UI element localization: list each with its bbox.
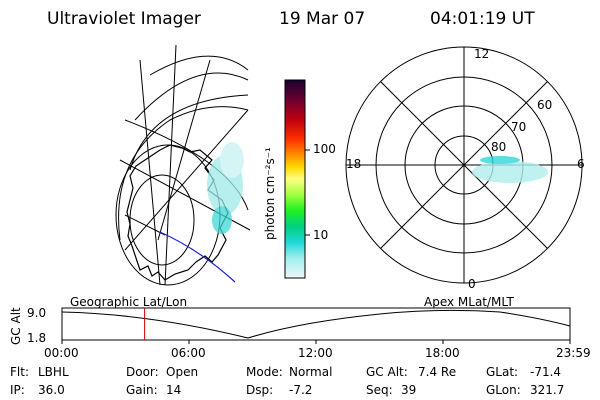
status-flt-label: Flt:	[10, 365, 29, 379]
colorbar-tick-10: 10	[313, 228, 329, 242]
observation-time: 04:01:19 UT	[430, 9, 535, 29]
timeline-xtick-1200: 12:00	[298, 346, 333, 360]
status-gcalt-label: GC Alt:	[366, 365, 408, 379]
instrument-title: Ultraviolet Imager	[47, 9, 201, 29]
timeline-xtick-0000: 00:00	[44, 346, 79, 360]
polar-label-0: 0	[468, 277, 476, 291]
polar-lat-70: 70	[511, 120, 527, 134]
timeline-xtick-1800: 18:00	[425, 346, 460, 360]
status-flt-value: LBHL	[38, 365, 69, 379]
status-seq-value: 39	[401, 383, 417, 397]
timeline-ytick-bottom: 1.8	[27, 331, 47, 345]
polar-label-18: 18	[346, 157, 362, 171]
status-seq-label: Seq:	[366, 383, 393, 397]
timeline-xtick-0600: 06:00	[171, 346, 206, 360]
colorbar-tick-100: 100	[313, 142, 336, 156]
status-ip-label: IP:	[10, 383, 25, 397]
status-glon-value: 321.7	[530, 383, 565, 397]
status-mode-value: Normal	[289, 365, 333, 379]
status-gain-value: 14	[166, 383, 182, 397]
status-glon-label: GLon:	[486, 383, 521, 397]
polar-label-6: 6	[577, 157, 585, 171]
timeline-xtick-2359: 23:59	[556, 346, 591, 360]
status-door-label: Door:	[126, 365, 159, 379]
status-gcalt-value: 7.4 Re	[418, 365, 457, 379]
polar-lat-60: 60	[537, 98, 553, 112]
polar-lat-80: 80	[491, 140, 507, 154]
observation-date: 19 Mar 07	[279, 9, 366, 29]
status-mode-label: Mode:	[246, 365, 283, 379]
status-glat-value: -71.4	[530, 365, 562, 379]
status-dsp-label: Dsp:	[246, 383, 274, 397]
status-ip-value: 36.0	[38, 383, 65, 397]
status-dsp-value: -7.2	[289, 383, 313, 397]
polar-label-12: 12	[474, 47, 490, 61]
timeline-left-caption: Geographic Lat/Lon	[70, 295, 188, 309]
status-door-value: Open	[166, 365, 199, 379]
timeline-ytick-top: 9.0	[27, 306, 47, 320]
timeline-right-caption: Apex MLat/MLT	[424, 295, 514, 309]
status-gain-label: Gain:	[126, 383, 158, 397]
status-glat-label: GLat:	[486, 365, 519, 379]
